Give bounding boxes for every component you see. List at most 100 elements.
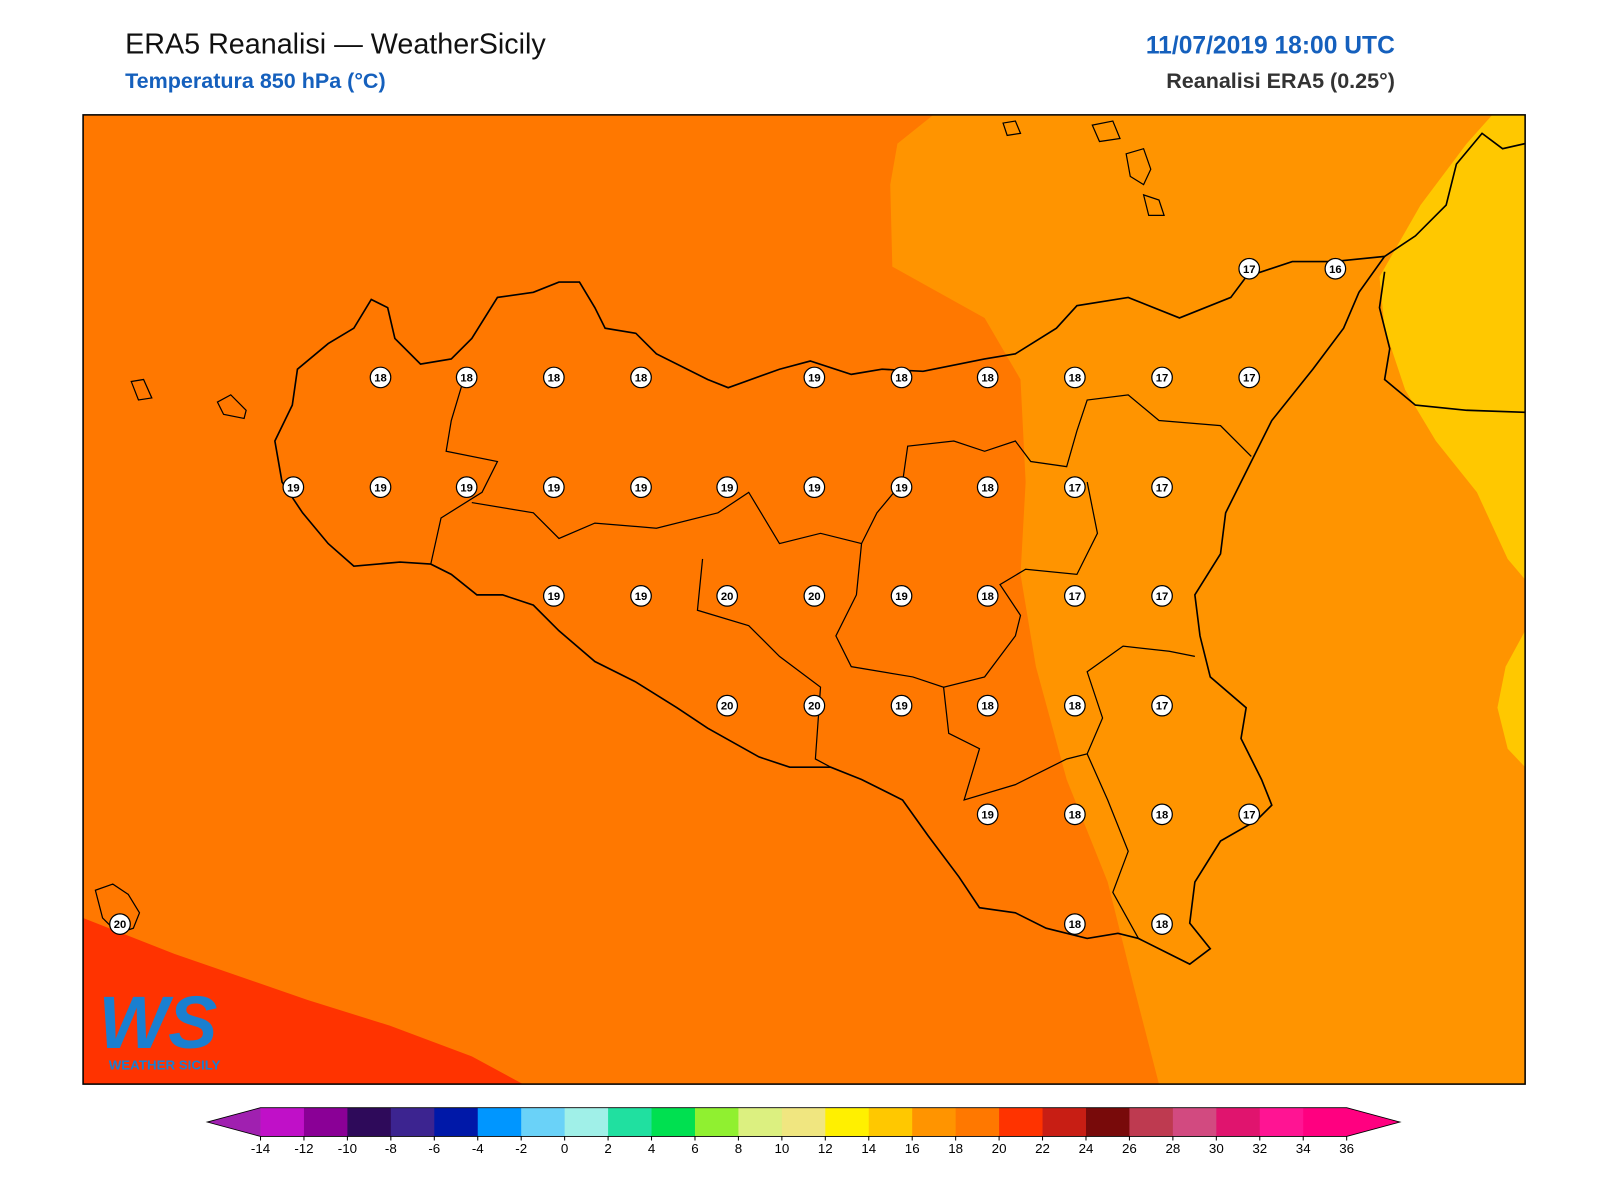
- station-value: 19: [895, 482, 908, 494]
- station-marker: [803, 366, 826, 389]
- map-frame: [82, 114, 1526, 1085]
- station-value: 17: [1069, 482, 1082, 494]
- colorbar-segment: [651, 1107, 696, 1137]
- station-marker: [890, 476, 913, 499]
- station-marker: [1063, 366, 1086, 389]
- colorbar-segment: [955, 1107, 1000, 1137]
- station-value: 18: [895, 373, 908, 385]
- colorbar-tick-label: 30: [1209, 1141, 1224, 1156]
- colorbar-tick-label: 22: [1035, 1141, 1050, 1156]
- colorbar-tick-label: 26: [1122, 1141, 1137, 1156]
- field-14-16: [1379, 114, 1526, 580]
- station-marker: [455, 366, 478, 389]
- province-border: [430, 369, 499, 565]
- station-value: 17: [1069, 591, 1082, 603]
- colorbar-tick-label: -12: [294, 1141, 313, 1156]
- station-marker: [1238, 803, 1261, 826]
- station-marker: [716, 694, 739, 717]
- station-marker: [1151, 913, 1173, 935]
- station-marker: [1238, 366, 1261, 389]
- station-marker: [542, 585, 565, 607]
- colorbar-segment: [434, 1107, 479, 1137]
- station-marker: [716, 585, 739, 607]
- coastline: [274, 255, 1387, 966]
- colorbar-tick-label: 0: [561, 1141, 568, 1156]
- colorbar-tick-label: 10: [774, 1141, 789, 1156]
- colorbar-segment: [477, 1107, 522, 1137]
- station-marker: [1151, 366, 1173, 389]
- colorbar-segment: [825, 1107, 870, 1137]
- station-value: 17: [1243, 373, 1256, 385]
- station-marker: [1063, 913, 1086, 935]
- field-16-18: [890, 114, 1526, 1085]
- station-value: 18: [1156, 919, 1169, 931]
- colorbar-segment: [260, 1107, 305, 1137]
- colorbar-segment: [912, 1107, 957, 1137]
- colorbar-segment: [1216, 1107, 1261, 1137]
- colorbar-over: [1346, 1107, 1400, 1137]
- colorbar-tick-label: 34: [1296, 1141, 1311, 1156]
- station-value: 19: [460, 482, 473, 494]
- station-value: 19: [895, 591, 908, 603]
- station-marker: [976, 366, 999, 389]
- station-value: 19: [981, 809, 994, 821]
- station-marker: [890, 585, 913, 607]
- colorbar-segment: [303, 1107, 348, 1137]
- station-marker: [1151, 585, 1173, 607]
- island: [94, 883, 141, 935]
- station-value: 17: [1156, 373, 1169, 385]
- station-value: 20: [114, 919, 127, 931]
- colorbar-segment: [1259, 1107, 1304, 1137]
- colorbar-tick-label: -14: [251, 1141, 271, 1156]
- station-marker: [630, 585, 652, 607]
- colorbar-tick-label: 24: [1079, 1141, 1094, 1156]
- station-marker: [542, 366, 565, 389]
- colorbar-segment: [1303, 1107, 1348, 1137]
- colorbar-tick-label: 32: [1252, 1141, 1267, 1156]
- colorbar-segment: [868, 1107, 913, 1137]
- station-value: 19: [721, 482, 734, 494]
- island: [1125, 147, 1152, 186]
- colorbar-segment: [999, 1107, 1044, 1137]
- colorbar-segment: [1172, 1107, 1217, 1137]
- station-value: 20: [721, 701, 734, 713]
- station-marker: [1238, 257, 1261, 280]
- station-value: 19: [808, 373, 821, 385]
- station-value: 19: [895, 701, 908, 713]
- subtitle: Temperatura 850 hPa (°C): [125, 69, 386, 93]
- colorbar-tick-label: 2: [604, 1141, 611, 1156]
- station-value: 18: [548, 373, 561, 385]
- station-value: 18: [981, 373, 994, 385]
- datetime: 11/07/2019 18:00 UTC: [1146, 32, 1395, 59]
- island: [1091, 120, 1121, 143]
- field-20-22: [83, 917, 524, 1085]
- colorbar: -14 -12 -10 -8 -6 -4 -2 0 2 4 6 8 10 12 14 16 18 20 22 24 26…: [205, 1107, 1402, 1156]
- station-value: 18: [460, 373, 473, 385]
- colorbar-tick-label: 4: [648, 1141, 656, 1156]
- station-marker: [976, 476, 999, 499]
- station-value: 16: [1329, 264, 1342, 276]
- colorbar-segment: [347, 1107, 392, 1137]
- station-value: 19: [635, 591, 648, 603]
- station-value: 19: [808, 482, 821, 494]
- station-value: 18: [981, 701, 994, 713]
- station-value: 18: [1069, 373, 1082, 385]
- colorbar-tick-label: -6: [428, 1141, 440, 1156]
- station-marker: [369, 366, 392, 389]
- station-marker: [1151, 803, 1173, 826]
- province-border: [835, 481, 1099, 688]
- station-value: 18: [1156, 809, 1169, 821]
- colorbar-tick-label: 20: [992, 1141, 1007, 1156]
- colorbar-segment: [694, 1107, 739, 1137]
- station-value: 17: [1243, 809, 1256, 821]
- station-marker: [542, 476, 565, 499]
- colorbar-tick-label: -8: [385, 1141, 397, 1156]
- colorbar-tick-label: 6: [691, 1141, 698, 1156]
- logo: WS WEATHER SICILY: [98, 981, 220, 1073]
- station-value: 17: [1243, 264, 1256, 276]
- logo-mark: WS: [98, 981, 217, 1064]
- station-marker: [976, 803, 999, 826]
- station-value: 19: [635, 482, 648, 494]
- island: [130, 378, 153, 401]
- station-value: 20: [808, 591, 821, 603]
